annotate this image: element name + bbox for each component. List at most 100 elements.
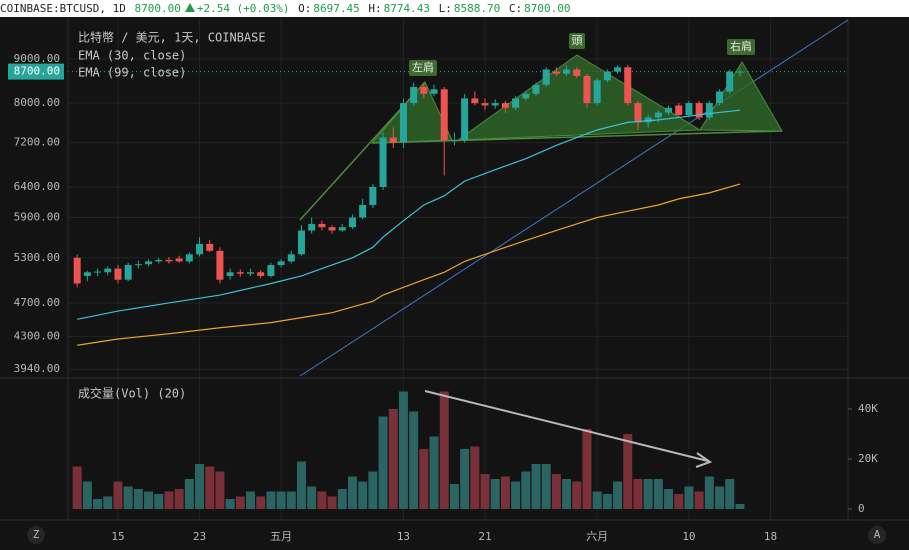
volume-tick-label: 0 <box>858 502 865 515</box>
chart-title: 比特幣 / 美元, 1天, COINBASE <box>78 30 266 45</box>
volume-bar <box>633 479 643 509</box>
x-tick-label: 23 <box>193 530 206 543</box>
volume-bar <box>725 479 735 509</box>
volume-tick-label: 40K <box>858 402 878 415</box>
volume-bar <box>551 474 561 509</box>
volume-bar <box>643 479 653 509</box>
header: COINBASE:BTCUSD, 1D 8700.00 +2.54 (+0.03%… <box>0 0 909 17</box>
candle-body <box>491 103 499 106</box>
candle-body <box>430 89 438 94</box>
volume-bar <box>215 471 225 509</box>
volume-bar <box>327 496 337 509</box>
candle-body <box>175 258 183 262</box>
button[interactable] <box>868 526 886 544</box>
volume-bar <box>623 434 633 509</box>
volume-bar <box>460 449 470 509</box>
volume-bar <box>511 481 521 509</box>
l-label: L: <box>438 2 452 15</box>
volume-bar <box>531 464 541 509</box>
volume-bar <box>296 461 306 509</box>
volume-bar <box>113 481 123 509</box>
volume-bar <box>490 479 500 509</box>
volume-bar <box>72 466 82 509</box>
button-label[interactable]: A <box>874 528 881 541</box>
volume-bar <box>521 471 531 509</box>
volume-bar <box>541 464 551 509</box>
volume-bar <box>674 494 684 509</box>
candle-body <box>563 69 571 74</box>
candle-body <box>297 230 305 255</box>
ema-line <box>77 183 741 346</box>
arrow-head <box>695 452 713 468</box>
candle-body <box>675 105 683 116</box>
candle-body <box>705 103 713 118</box>
volume-bar <box>592 491 602 509</box>
volume-bar <box>684 486 694 509</box>
ema-line <box>77 109 740 320</box>
x-tick-label: 10 <box>682 530 695 543</box>
volume-bar <box>653 479 663 509</box>
candle-body <box>532 84 540 94</box>
candle-body <box>634 103 642 123</box>
volume-bar <box>337 489 347 509</box>
candle-body <box>185 254 193 262</box>
volume-bar <box>93 499 103 509</box>
open: 8697.45 <box>313 2 360 15</box>
volume-bar <box>82 481 92 509</box>
y-tick-label: 4700.00 <box>14 296 60 309</box>
candle-body <box>542 69 550 85</box>
candle-body <box>134 264 142 266</box>
candle-body <box>196 243 204 255</box>
candle-body <box>471 98 479 104</box>
volume-bar <box>613 481 623 509</box>
volume-bar <box>368 471 378 509</box>
candle-body <box>501 103 509 108</box>
o-label: O: <box>298 2 312 15</box>
volume-bar <box>398 391 408 509</box>
volume-bar <box>205 466 215 509</box>
y-tick-label: 9000.00 <box>14 52 60 65</box>
candle-body <box>695 103 703 118</box>
c-label: C: <box>508 2 523 15</box>
y-tick-label: 3940.00 <box>14 362 60 375</box>
volume-bar <box>378 416 388 509</box>
annotation: 左肩 <box>412 60 434 74</box>
volume-bar <box>419 449 429 509</box>
candle-body <box>399 103 407 143</box>
candle-body <box>145 261 153 265</box>
trend-line <box>299 19 849 377</box>
annotation: 右肩 <box>730 39 752 53</box>
candle-body <box>155 259 163 262</box>
candle-body <box>83 272 91 276</box>
volume-bar <box>572 481 582 509</box>
volume-bar <box>480 474 490 509</box>
legend-entry: EMA (99, close) <box>78 66 186 80</box>
volume-bar <box>602 494 612 509</box>
y-tick-label: 7200.00 <box>14 136 60 149</box>
candle-body <box>338 227 346 231</box>
candle-body <box>410 87 418 104</box>
label-box <box>727 39 755 55</box>
volume-bar <box>286 491 296 509</box>
candle-body <box>379 137 387 187</box>
price-label-box <box>8 63 64 80</box>
x-tick-label: 六月 <box>586 530 608 543</box>
candle-body <box>257 272 265 276</box>
candle-body <box>481 103 489 106</box>
button-label[interactable]: Z <box>33 528 40 541</box>
button[interactable] <box>27 526 45 544</box>
candle-body <box>165 259 173 262</box>
volume-bar <box>307 486 317 509</box>
volume-bar <box>715 486 725 509</box>
x-tick-label: 21 <box>478 530 491 543</box>
volume-tick-label: 20K <box>858 452 878 465</box>
candle-body <box>552 71 560 74</box>
legend-entry: EMA (30, close) <box>78 49 186 63</box>
low: 8588.70 <box>453 2 501 15</box>
candle-body <box>348 217 356 228</box>
up-icon <box>184 3 195 12</box>
x-tick-label: 13 <box>397 530 410 543</box>
volume-bar <box>195 464 205 509</box>
candle-body <box>593 80 601 104</box>
